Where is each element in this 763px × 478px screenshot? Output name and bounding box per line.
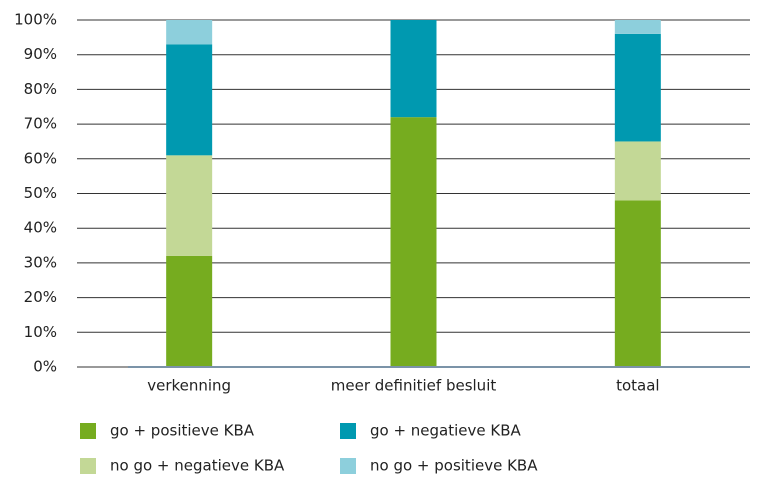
bar-segment <box>390 117 437 367</box>
legend-swatch <box>340 458 356 474</box>
bar-segment <box>614 20 661 34</box>
legend-swatch <box>340 423 356 439</box>
y-tick-label: 30% <box>24 253 57 271</box>
bar-segment <box>614 33 661 142</box>
y-tick-label: 70% <box>24 115 57 133</box>
x-tick-label: totaal <box>616 377 660 395</box>
y-tick-label: 80% <box>24 80 57 98</box>
bar-segment <box>166 255 213 367</box>
bar-segment <box>166 44 213 156</box>
legend-swatch <box>80 423 96 439</box>
y-tick-label: 10% <box>24 323 57 341</box>
x-tick-label: meer definitief besluit <box>331 377 497 395</box>
legend-label: no go + positieve KBA <box>370 457 538 475</box>
y-tick-label: 20% <box>24 288 57 306</box>
legend-swatch <box>80 458 96 474</box>
y-tick-label: 100% <box>14 11 57 29</box>
bar-segment <box>390 20 437 118</box>
bar-segment <box>614 200 661 367</box>
bar-segment <box>166 155 213 256</box>
y-tick-label: 0% <box>33 358 57 376</box>
legend-label: go + positieve KBA <box>110 422 255 440</box>
x-tick-label: verkenning <box>147 377 231 395</box>
bar-segment <box>614 141 661 201</box>
y-tick-label: 40% <box>24 219 57 237</box>
bar-segment <box>166 20 213 45</box>
y-tick-label: 50% <box>24 184 57 202</box>
legend-label: go + negatieve KBA <box>370 422 522 440</box>
y-tick-label: 90% <box>24 45 57 63</box>
y-tick-label: 60% <box>24 149 57 167</box>
legend-label: no go + negatieve KBA <box>110 457 285 475</box>
